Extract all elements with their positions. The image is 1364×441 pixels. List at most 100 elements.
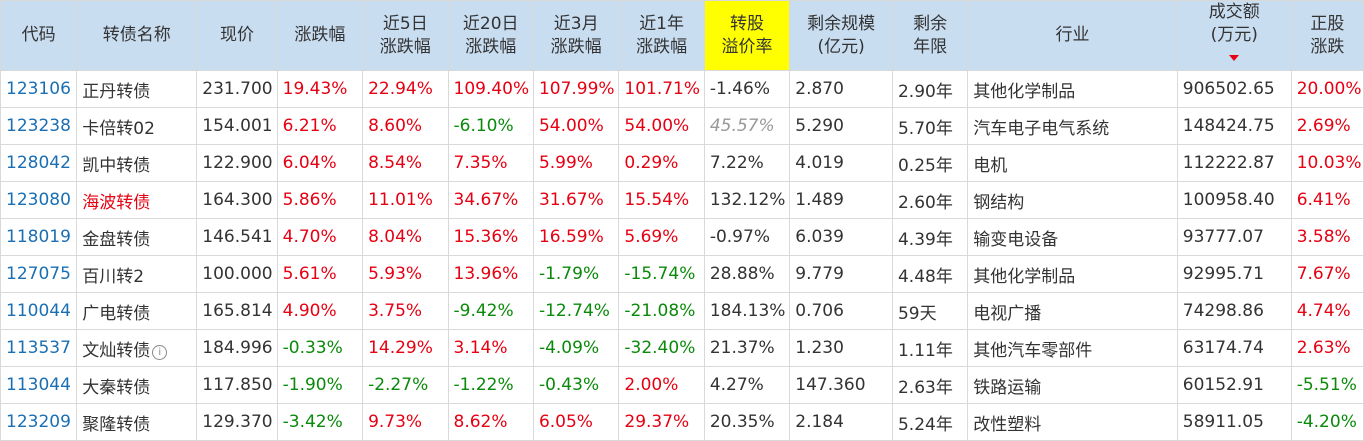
cell-code-value[interactable]: 128042 (6, 153, 71, 173)
cell-name[interactable]: 正丹转债 (76, 70, 198, 108)
cell-name-value[interactable]: 卡倍转02 (82, 118, 155, 139)
cell-name-value[interactable]: 广电转债 (82, 303, 151, 324)
cell-code-value[interactable]: 127075 (6, 264, 71, 284)
cell-name-value[interactable]: 凯中转债 (82, 155, 151, 176)
cell-price-value: 165.814 (202, 301, 273, 321)
cell-change-value: 19.43% (282, 79, 348, 99)
cell-code-value[interactable]: 123080 (6, 190, 71, 210)
cell-price: 184.996 (196, 329, 278, 367)
cell-chg1y: 29.37% (618, 403, 705, 441)
col-header-name-label: 转债名称 (102, 25, 171, 45)
cell-code[interactable]: 123238 (0, 107, 78, 145)
table-row[interactable]: 110044 广电转债 165.814 4.90% 3.75% -9.42% -12.74%… (0, 292, 1364, 330)
cell-chg3m-value: 54.00% (538, 116, 604, 136)
cell-name[interactable]: 卡倍转02 (76, 107, 198, 145)
cell-name[interactable]: 百川转2 (76, 255, 198, 293)
cell-chg3m-value: -0.43% (538, 375, 600, 395)
cell-volume-value: 906502.65 (1182, 79, 1275, 99)
cell-chg20d-value: -6.10% (453, 116, 514, 136)
col-header-chg1y[interactable]: 近1年 涨跌幅 (618, 0, 705, 71)
cell-change: 19.43% (276, 70, 364, 108)
cell-name-value[interactable]: 百川转2 (82, 266, 145, 287)
cell-code[interactable]: 127075 (0, 255, 78, 293)
col-header-industry[interactable]: 行业 (967, 0, 1178, 71)
info-icon[interactable]: i (152, 344, 168, 360)
cell-name[interactable]: 凯中转债 (76, 144, 198, 182)
table-row[interactable]: 113044 大秦转债 117.850 -1.90% -2.27% -1.22% -0.43… (0, 366, 1364, 404)
cell-change: 5.61% (276, 255, 364, 293)
cell-chg1y: -32.40% (618, 329, 705, 367)
cell-years: 2.90年 (891, 70, 969, 108)
table-row[interactable]: 123238 卡倍转02 154.001 6.21% 8.60% -6.10% 54.00%… (0, 107, 1364, 145)
cell-chg20d: 8.62% (447, 403, 534, 441)
table-row[interactable]: 123106 正丹转债 231.700 19.43% 22.94% 109.40% 107.… (0, 70, 1364, 108)
col-header-industry-label: 行业 (1055, 25, 1090, 45)
cell-code-value[interactable]: 113044 (6, 375, 71, 395)
col-header-price-label: 现价 (219, 25, 254, 45)
cell-code[interactable]: 123209 (0, 403, 78, 441)
cell-code[interactable]: 113044 (0, 366, 78, 404)
col-header-name[interactable]: 转债名称 (76, 0, 198, 71)
cell-code-value[interactable]: 123209 (6, 412, 71, 432)
cell-name-value[interactable]: 文灿转债 (82, 340, 151, 361)
cell-industry: 铁路运输 (967, 366, 1178, 404)
col-header-code[interactable]: 代码 (0, 0, 78, 71)
cell-premium-value: 4.27% (709, 375, 764, 395)
col-header-remain[interactable]: 剩余规模 (亿元) (789, 0, 893, 71)
col-header-price[interactable]: 现价 (196, 0, 278, 71)
table-row[interactable]: 123209 聚隆转债 129.370 -3.42% 9.73% 8.62% 6.05% 29… (0, 403, 1364, 441)
cell-name[interactable]: 海波转债 (76, 181, 198, 219)
cell-change: 6.04% (276, 144, 364, 182)
cell-name[interactable]: 金盘转债 (76, 218, 198, 256)
cell-chg5d: 8.60% (362, 107, 449, 145)
col-header-chg20d[interactable]: 近20日 涨跌幅 (447, 0, 534, 71)
cell-code-value[interactable]: 113537 (6, 338, 71, 358)
cell-code-value[interactable]: 118019 (6, 227, 71, 247)
cell-name-value[interactable]: 正丹转债 (82, 81, 151, 102)
table-row[interactable]: 113537 文灿转债 i 184.996 -0.33% 14.29% 3.14% -4.09… (0, 329, 1364, 367)
table-row[interactable]: 128042 凯中转债 122.900 6.04% 8.54% 7.35% 5.99% 0.2… (0, 144, 1364, 182)
cell-code-value[interactable]: 123106 (6, 79, 71, 99)
cell-remain: 6.039 (789, 218, 893, 256)
cell-name[interactable]: 聚隆转债 (76, 403, 198, 441)
cell-name-value[interactable]: 聚隆转债 (82, 414, 151, 435)
cell-volume: 60152.91 (1176, 366, 1292, 404)
cell-code[interactable]: 123106 (0, 70, 78, 108)
col-header-years[interactable]: 剩余 年限 (891, 0, 969, 71)
cell-chg20d-value: 109.40% (453, 79, 530, 99)
cell-chg3m-value: 31.67% (538, 190, 604, 210)
cell-price: 117.850 (196, 366, 278, 404)
table-row[interactable]: 123080 海波转债 164.300 5.86% 11.01% 34.67% 31.67%… (0, 181, 1364, 219)
col-header-stock[interactable]: 正股 涨跌 (1290, 0, 1364, 71)
cell-change: -3.42% (276, 403, 364, 441)
col-header-change[interactable]: 涨跌幅 (276, 0, 364, 71)
col-header-chg3m[interactable]: 近3月 涨跌幅 (532, 0, 620, 71)
cell-name[interactable]: 文灿转债 i (76, 329, 198, 367)
cell-chg1y: 54.00% (618, 107, 705, 145)
cell-name[interactable]: 大秦转债 (76, 366, 198, 404)
cell-stock-value: 2.63% (1296, 338, 1351, 358)
cell-code[interactable]: 113537 (0, 329, 78, 367)
table-row[interactable]: 118019 金盘转债 146.541 4.70% 8.04% 15.36% 16.59% 5… (0, 218, 1364, 256)
cell-chg1y: 5.69% (618, 218, 705, 256)
cell-code[interactable]: 118019 (0, 218, 78, 256)
cell-premium: 45.57% (703, 107, 791, 145)
col-header-volume[interactable]: 成交额 (万元) (1176, 0, 1292, 71)
cell-name-value[interactable]: 海波转债 (82, 192, 151, 213)
table-row[interactable]: 127075 百川转2 100.000 5.61% 5.93% 13.96% -1.79% -… (0, 255, 1364, 293)
col-header-premium[interactable]: 转股 溢价率 (703, 0, 791, 71)
cell-chg3m-value: -1.79% (538, 264, 600, 284)
cell-years: 4.39年 (891, 218, 969, 256)
cell-name[interactable]: 广电转债 (76, 292, 198, 330)
cell-code-value[interactable]: 110044 (6, 301, 71, 321)
cell-code-value[interactable]: 123238 (6, 116, 71, 136)
cell-code[interactable]: 128042 (0, 144, 78, 182)
cell-code[interactable]: 110044 (0, 292, 78, 330)
col-header-chg5d[interactable]: 近5日 涨跌幅 (362, 0, 449, 71)
cell-years-value: 5.70年 (897, 118, 953, 139)
cell-change: -1.90% (276, 366, 364, 404)
cell-name-value[interactable]: 大秦转债 (82, 377, 151, 398)
cell-chg20d: 7.35% (447, 144, 534, 182)
cell-code[interactable]: 123080 (0, 181, 78, 219)
cell-name-value[interactable]: 金盘转债 (82, 229, 151, 250)
